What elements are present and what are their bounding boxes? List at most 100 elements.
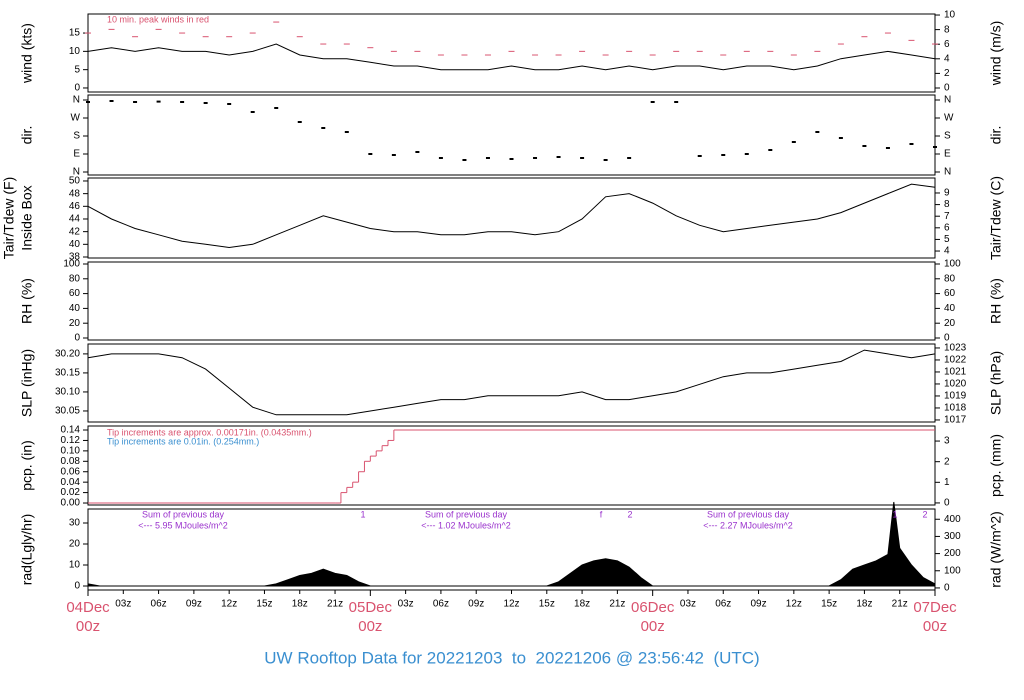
y2-tick-label: 1021 [944,367,967,378]
x-tick-label: 18z [574,599,590,610]
annotation: f [600,509,603,519]
date-tick-hour: 00z [76,618,100,635]
annotation: Sum of previous day [425,509,508,519]
y2-tick-label: 0 [944,83,950,94]
y-tick-label: N [73,167,80,178]
y2-tick-label: 7 [944,211,950,222]
y-tick-label: 0.14 [61,425,81,436]
y-tick-label: N [73,95,80,106]
y2-tick-label: 8 [944,199,950,210]
y-tick-label: 44 [69,214,81,225]
y-tick-label: 60 [69,288,81,299]
y2-tick-label: 8 [944,24,950,35]
y2-axis-label: wind (m/s) [988,21,1004,87]
y-tick-label: 30.15 [55,368,80,379]
x-tick-label: 15z [821,599,837,610]
date-tick-label: 07Dec [913,599,957,616]
annotation: 2 [627,509,632,519]
y-axis-label: Tair/Tdew (F) [1,177,17,259]
annotation: 10 min. peak winds in red [107,14,209,24]
panel-frame [87,94,936,176]
y-tick-label: 0 [74,83,80,94]
y-tick-label: 10 [69,560,81,571]
x-tick-label: 09z [750,599,766,610]
y-tick-label: 46 [69,201,81,212]
annotation: Sum of previous day [142,509,225,519]
x-tick-label: 03z [680,599,696,610]
annotation: <--- 1.02 MJoules/m^2 [421,520,511,530]
y2-tick-label: 2 [944,456,950,467]
data-line [87,183,936,249]
y2-tick-label: 3 [944,436,950,447]
y2-tick-label: 9 [944,188,950,199]
y-tick-label: 0 [74,581,80,592]
y-tick-label: 80 [69,273,81,284]
y2-tick-label: 4 [944,246,950,257]
y-tick-label: 0.12 [61,435,81,446]
annotation: Tip increments are 0.01in. (0.254mm.) [107,436,259,446]
rad-area [87,501,936,587]
y2-tick-label: 1022 [944,355,967,366]
x-tick-label: 06z [433,599,449,610]
y-tick-label: 30 [69,518,81,529]
annotation: <--- 5.95 MJoules/m^2 [138,520,228,530]
annotation: 1 [892,509,897,519]
y-tick-label: W [71,113,81,124]
y-tick-label: 100 [63,259,80,270]
y-tick-label: 0.06 [61,466,81,477]
y-tick-label: 0.00 [61,498,81,509]
y2-tick-label: 1019 [944,391,967,402]
y2-axis-label: dir. [988,126,1004,145]
x-tick-label: 18z [856,599,872,610]
y-tick-label: 30.10 [55,387,80,398]
x-tick-label: 06z [715,599,731,610]
y2-tick-label: 1020 [944,379,967,390]
y2-tick-label: 5 [944,234,950,245]
y2-tick-label: E [944,149,951,160]
y2-tick-label: 80 [944,273,956,284]
y-tick-label: E [73,149,80,160]
x-tick-label: 21z [609,599,625,610]
y-tick-label: 5 [74,64,80,75]
y2-axis-label: SLP (hPa) [988,351,1004,415]
x-tick-label: 09z [468,599,484,610]
x-tick-label: 03z [398,599,414,610]
y2-axis-label: rad (W/m^2) [988,511,1004,588]
y-axis-label: RH (%) [19,278,35,324]
y2-tick-label: 2 [944,68,950,79]
y-axis-label: pcp. (in) [19,440,35,491]
x-tick-label: 03z [115,599,131,610]
y-tick-label: 0.10 [61,446,81,457]
y2-tick-label: 6 [944,222,950,233]
y-tick-label: 30.05 [55,406,80,417]
annotation: Tip increments are approx. 0.00171in. (0… [107,427,312,437]
panel-frame [87,13,936,93]
y-axis-label: dir. [19,126,35,145]
y2-tick-label: 0 [944,583,950,594]
x-tick-label: 21z [892,599,908,610]
annotation: 1 [360,509,365,519]
y2-tick-label: 300 [944,531,961,542]
x-tick-label: 12z [221,599,237,610]
panel-frame [87,261,936,341]
panel-frame [87,177,936,259]
y2-tick-label: 20 [944,318,956,329]
y-tick-label: 0 [74,333,80,344]
x-tick-label: 15z [256,599,272,610]
y-tick-label: 50 [69,176,81,187]
chart-title: UW Rooftop Data for 20221203 to 20221206… [264,648,759,667]
x-tick-label: 06z [151,599,167,610]
y-tick-label: 0.04 [61,477,81,488]
panel-frame [87,425,936,506]
annotation: <--- 2.27 MJoules/m^2 [703,520,793,530]
y-axis-label: SLP (inHg) [19,349,35,417]
x-tick-label: 21z [327,599,343,610]
y2-tick-label: 200 [944,548,961,559]
y2-tick-label: W [944,113,954,124]
y-tick-label: 20 [69,318,81,329]
y-tick-label: 0.08 [61,456,81,467]
y2-tick-label: N [944,95,951,106]
y2-tick-label: S [944,131,951,142]
y-axis-label: Inside Box [19,185,35,250]
